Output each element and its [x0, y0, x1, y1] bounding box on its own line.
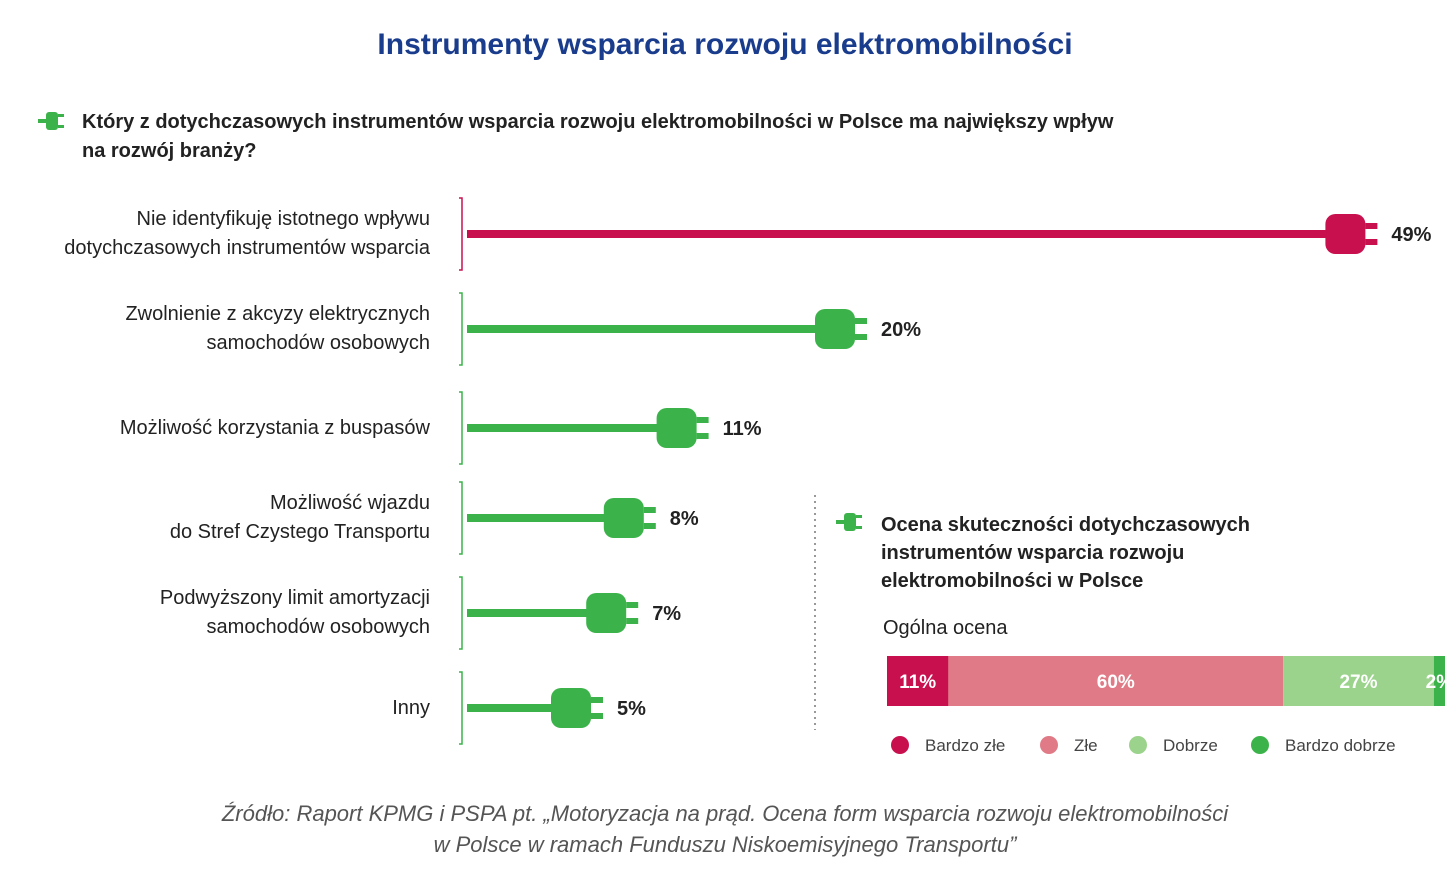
- value-label: 49%: [1391, 224, 1431, 246]
- source: Źródło: Raport KPMG i PSPA pt. „Motoryza…: [221, 801, 1229, 857]
- legend-label: Bardzo złe: [925, 736, 1005, 755]
- plug-body: [1325, 214, 1366, 254]
- legend-marker: [1040, 736, 1058, 754]
- bar: [467, 514, 608, 522]
- bar: [467, 325, 819, 333]
- category-label: Możliwość korzystania z buspasów: [119, 416, 430, 439]
- question-icon: [38, 112, 64, 130]
- plug-prong: [626, 618, 639, 624]
- value-label: 11%: [723, 418, 762, 440]
- bracket: [459, 391, 463, 465]
- legend-marker: [891, 736, 909, 754]
- bar: [467, 230, 1330, 238]
- plug-prong: [855, 334, 867, 340]
- bar-segment: [887, 656, 949, 706]
- plug-body: [656, 408, 697, 448]
- legend-label: Dobrze: [1163, 736, 1218, 755]
- plug-prong: [1365, 239, 1378, 245]
- value-label: 27%: [1339, 672, 1377, 693]
- plug-prong: [626, 602, 639, 608]
- bar: [467, 609, 591, 617]
- bracket: [459, 576, 463, 650]
- value-label: 20%: [881, 319, 921, 341]
- category-label: Podwyższony limit amortyzacji samochodów…: [159, 587, 430, 638]
- category-label: Nie identyfikuję istotnego wpływu dotych…: [64, 208, 430, 259]
- plug-prong: [643, 507, 656, 513]
- legend-label: Złe: [1074, 736, 1098, 755]
- plug-body: [586, 593, 627, 633]
- bar-segment: [948, 656, 1284, 706]
- legend-marker: [1129, 736, 1147, 754]
- legend-label: Bardzo dobrze: [1285, 736, 1396, 755]
- subchart-title: Ocena skuteczności dotychczasowych instr…: [881, 514, 1251, 592]
- plug-prong: [643, 523, 656, 529]
- value-label: 11%: [899, 672, 936, 693]
- question: Który z dotychczasowych instrumentów wsp…: [82, 111, 1114, 162]
- bar-segment: [1283, 656, 1434, 706]
- category-label: Ogólna ocena: [883, 617, 1008, 639]
- value-label: 60%: [1097, 672, 1135, 693]
- value-label: 5%: [617, 698, 646, 720]
- bar-segment: [1433, 656, 1445, 706]
- title: Instrumenty wsparcia rozwoju elektromobi…: [377, 28, 1073, 61]
- plug-prong: [591, 697, 603, 703]
- plug-prong: [1365, 223, 1378, 229]
- value-label: 8%: [670, 508, 699, 530]
- legend-marker: [1251, 736, 1269, 754]
- plug-body: [603, 498, 644, 538]
- subchart-icon: [836, 513, 862, 531]
- plug-body: [551, 688, 591, 728]
- plug-prong: [591, 713, 603, 719]
- bracket: [459, 197, 463, 271]
- bracket: [459, 292, 463, 366]
- value-label: 7%: [652, 603, 681, 625]
- bar: [467, 704, 555, 712]
- bracket: [459, 481, 463, 555]
- bracket: [459, 671, 463, 745]
- category-label: Inny: [392, 696, 430, 719]
- bar: [467, 424, 661, 432]
- plug-body: [815, 309, 855, 349]
- category-label: Możliwość wjazdu do Stref Czystego Trans…: [169, 492, 430, 543]
- plug-prong: [696, 433, 709, 439]
- plug-prong: [696, 417, 709, 423]
- category-label: Zwolnienie z akcyzy elektrycznych samoch…: [125, 303, 430, 354]
- plug-prong: [855, 318, 867, 324]
- value-label: 2%: [1426, 672, 1450, 693]
